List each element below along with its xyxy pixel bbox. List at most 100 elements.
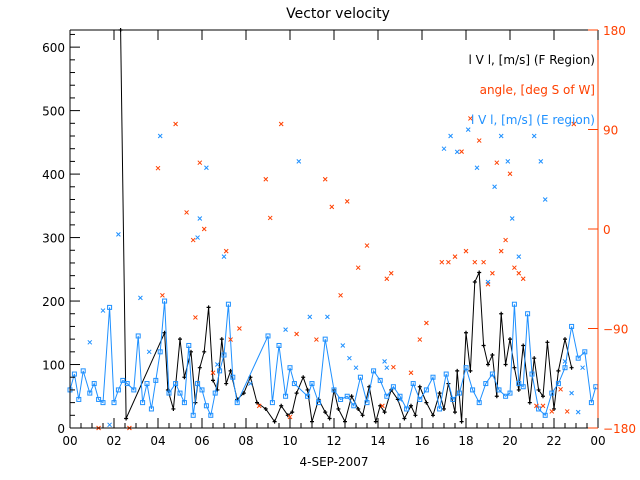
y2-tick-label: −90: [603, 323, 628, 337]
data-point: [463, 365, 469, 371]
data-point: [355, 265, 361, 271]
data-point: [173, 381, 179, 387]
data-point: [100, 400, 106, 406]
data-point: [450, 396, 456, 402]
data-point: [453, 410, 457, 415]
data-point: [338, 292, 343, 298]
data-point: [202, 349, 207, 354]
data-point: [215, 362, 220, 367]
data-point: [305, 387, 310, 392]
data-point: [263, 176, 269, 182]
data-point: [508, 337, 512, 342]
data-point: [468, 368, 473, 373]
data-point: [276, 342, 282, 348]
data-point: [388, 270, 394, 276]
data-point: [404, 406, 410, 412]
data-point: [439, 259, 445, 265]
data-point: [263, 406, 268, 411]
data-point: [294, 391, 299, 396]
data-point: [384, 276, 390, 282]
data-point: [402, 416, 407, 421]
legend: l V l, [m/s] (F Region) angle, [deg S of …: [469, 53, 595, 127]
data-point: [476, 138, 482, 143]
data-point: [71, 371, 77, 377]
y-tick-label: 100: [42, 359, 65, 373]
data-point: [234, 400, 240, 406]
data-point: [146, 349, 152, 355]
data-point: [564, 409, 570, 414]
data-point: [272, 419, 277, 424]
data-point: [140, 400, 146, 406]
data-point: [446, 259, 451, 265]
data-point: [190, 412, 196, 418]
data-point: [157, 349, 163, 355]
y-tick-label: 600: [42, 41, 65, 55]
data-point: [569, 365, 574, 370]
x-tick-label: 00: [590, 434, 605, 448]
data-point: [521, 343, 526, 348]
data-point: [195, 381, 201, 387]
data-point: [340, 343, 346, 348]
data-point: [87, 339, 93, 345]
data-point: [417, 384, 422, 389]
data-point: [527, 400, 532, 405]
data-point: [555, 381, 561, 387]
y-tick-label: 200: [42, 295, 65, 309]
y2-tick-label: 0: [603, 223, 611, 237]
data-point: [503, 362, 508, 367]
data-point: [424, 320, 429, 326]
data-point: [441, 146, 447, 152]
data-point: [177, 390, 183, 396]
data-point: [498, 248, 504, 254]
data-point: [452, 254, 458, 259]
data-point: [160, 292, 165, 298]
data-point: [397, 397, 403, 402]
x-tick-label: 10: [282, 434, 297, 448]
x-tick-label: 18: [458, 434, 473, 448]
data-point: [199, 387, 205, 393]
data-point: [343, 419, 347, 424]
legend-entry: l V l, [m/s] (F Region): [469, 53, 595, 67]
data-point: [490, 270, 495, 276]
data-point: [182, 375, 187, 380]
data-point: [378, 403, 383, 408]
x-tick-label: 00: [62, 434, 77, 448]
data-point: [225, 301, 231, 307]
data-point: [492, 184, 497, 190]
data-point: [301, 375, 306, 380]
data-point: [382, 410, 387, 415]
data-point: [155, 165, 161, 171]
data-point: [221, 254, 227, 259]
data-point: [195, 235, 200, 240]
data-point: [208, 412, 214, 418]
data-point: [135, 333, 141, 339]
data-point: [545, 340, 550, 345]
data-point: [520, 384, 526, 390]
data-point: [278, 121, 284, 127]
data-point: [437, 406, 443, 412]
data-point: [498, 133, 504, 139]
data-point: [431, 413, 435, 418]
data-point: [503, 237, 508, 243]
y2-tick-label: 90: [603, 124, 618, 138]
x-tick-label: 14: [370, 434, 385, 448]
data-point: [534, 403, 539, 409]
data-point: [294, 331, 299, 337]
data-point: [193, 315, 198, 320]
legend-entry: l V l, [m/s] (E region): [471, 113, 595, 127]
data-point: [456, 390, 462, 396]
y2-tick-label: −180: [603, 422, 636, 436]
data-point: [230, 374, 236, 380]
x-tick-label: 08: [238, 434, 253, 448]
data-point: [115, 387, 121, 393]
data-point: [558, 386, 563, 392]
y-tick-label: 500: [42, 105, 65, 119]
data-point: [531, 133, 537, 139]
data-point: [384, 365, 390, 371]
data-point: [153, 377, 159, 383]
data-point: [186, 342, 192, 348]
x-tick-label: 16: [414, 434, 429, 448]
data-point: [144, 381, 150, 387]
data-point: [507, 171, 513, 177]
